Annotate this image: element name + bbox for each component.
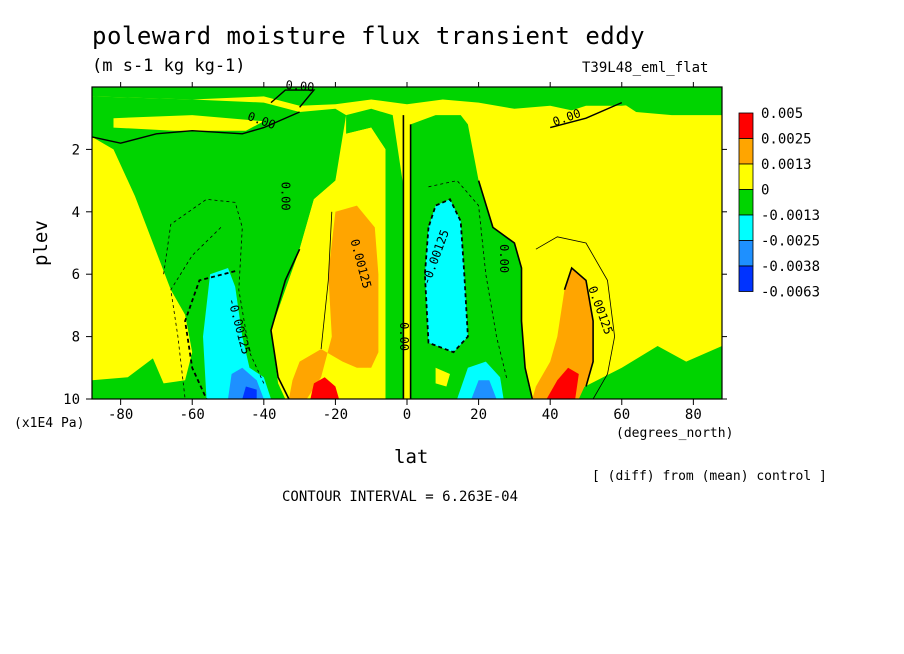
y-tick-label-4: 4 xyxy=(72,205,80,221)
region-blue-1 xyxy=(471,380,497,399)
colorbar-label-4: -0.0013 xyxy=(761,208,820,224)
colorbar-label-6: -0.0038 xyxy=(761,259,820,275)
x-axis-unit: (degrees_north) xyxy=(616,426,734,441)
axes: -80 -60 -40 -20 0 20 40 60 80 2 4 6 8 10 xyxy=(63,82,727,423)
contour-line-4 xyxy=(320,211,333,350)
contour-label-8: 0.00 xyxy=(285,78,315,94)
y-tick-label-2: 2 xyxy=(72,142,80,158)
contour-line-1 xyxy=(170,227,222,400)
plot-area: 0.000.00125-0.00125 0.00-0.00125 0.000.001… xyxy=(91,78,722,400)
contour-line-10 xyxy=(563,266,594,387)
region-green-2 xyxy=(346,108,404,400)
region-green-5 xyxy=(621,93,722,116)
run-label: T39L48_eml_flat xyxy=(582,60,709,76)
contour-line-8 xyxy=(428,180,508,381)
colorbar-label-5: -0.0025 xyxy=(761,234,820,250)
x-tick-label-60: 60 xyxy=(613,407,630,423)
chart-units: (m s-1 kg kg-1) xyxy=(92,56,246,76)
contour-line-12 xyxy=(270,89,316,108)
colorbar-swatch-5 xyxy=(738,240,754,267)
region-red-0 xyxy=(310,377,339,399)
contour-line-0 xyxy=(184,270,236,400)
colorbar-swatch-6 xyxy=(738,265,754,292)
colorbar-swatch-1 xyxy=(738,138,754,165)
contour-line-9 xyxy=(477,180,534,400)
colorbar-swatch-4 xyxy=(738,214,754,241)
contour-line-11 xyxy=(535,236,616,400)
x-tick-label-80: 80 xyxy=(685,407,702,423)
contour-line-2 xyxy=(163,198,265,384)
x-tick-label--20: -20 xyxy=(323,407,348,423)
region-cyan-0 xyxy=(203,268,271,399)
region-red-1 xyxy=(546,367,579,399)
region-yellow-streak xyxy=(113,115,264,131)
region-orange-0 xyxy=(288,205,379,399)
colorbar-swatch-3 xyxy=(738,189,754,216)
colorbar-label-1: 0.0025 xyxy=(761,132,812,148)
y-axis-unit: (x1E4 Pa) xyxy=(14,416,85,431)
x-tick-label-20: 20 xyxy=(470,407,487,423)
region-orange-1 xyxy=(532,268,594,399)
y-axis-label: plev xyxy=(30,220,52,266)
colorbar-label-7: -0.0063 xyxy=(761,285,820,301)
x-tick-label-40: 40 xyxy=(542,407,559,423)
region-cyan-1 xyxy=(424,199,468,353)
colorbar-label-3: 0 xyxy=(761,183,769,199)
contour-interval: CONTOUR INTERVAL = 6.263E-04 xyxy=(282,489,519,505)
region-yellow-blob-0 xyxy=(364,367,379,387)
x-tick-label--80: -80 xyxy=(108,407,133,423)
x-tick-label--40: -40 xyxy=(251,407,276,423)
x-tick-label--60: -60 xyxy=(180,407,205,423)
chart-title: poleward moisture flux transient eddy xyxy=(92,22,646,50)
contour-label-3: 0.00 xyxy=(397,322,411,351)
y-tick-label-10: 10 xyxy=(63,392,80,408)
y-tick-label-6: 6 xyxy=(72,267,80,283)
colorbar-swatch-0 xyxy=(738,112,754,139)
colorbar: 0.005 0.0025 0.0013 0 -0.0013 -0.0025 -0.0038 -… xyxy=(738,106,820,301)
contour-line-7 xyxy=(423,198,469,354)
region-green-1 xyxy=(92,96,347,400)
contour-line-14 xyxy=(550,101,623,129)
colorbar-swatch-2 xyxy=(738,163,754,190)
region-darkblue-0 xyxy=(242,386,257,399)
x-axis-label: lat xyxy=(394,446,429,468)
colorbar-label-0: 0.005 xyxy=(761,106,803,122)
region-green-4 xyxy=(571,346,722,399)
contour-label-5: 0.00 xyxy=(497,244,511,273)
diff-note: [ (diff) from (mean) control ] xyxy=(592,469,827,484)
colorbar-label-2: 0.0013 xyxy=(761,157,812,173)
x-tick-label-0: 0 xyxy=(403,407,411,423)
contour-label-0: 0.00 xyxy=(279,182,293,211)
region-yellow-blob-1 xyxy=(435,367,450,387)
y-tick-label-8: 8 xyxy=(72,330,80,346)
contour-line-13 xyxy=(91,111,300,144)
contour-line-3 xyxy=(270,248,301,400)
region-green-0 xyxy=(92,87,722,111)
